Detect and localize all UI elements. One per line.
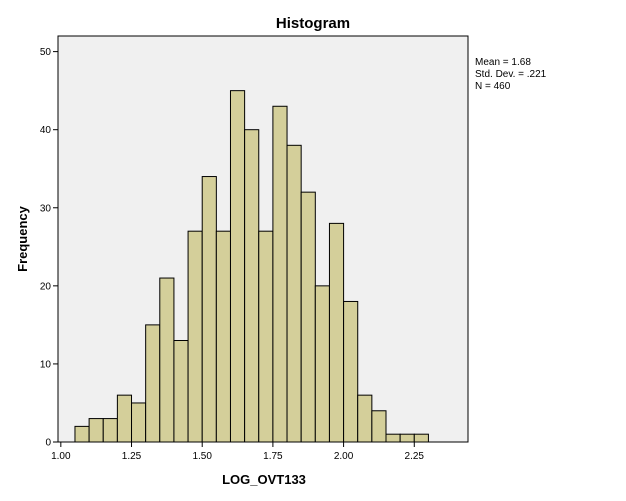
histogram-bar — [187, 230, 203, 443]
x-axis-title: LOG_OVT133 — [222, 472, 306, 487]
histogram-bar — [343, 300, 359, 443]
x-tick-label: 2.00 — [334, 451, 354, 462]
histogram-bar — [102, 418, 118, 443]
bars-group — [74, 90, 429, 443]
histogram-bar — [314, 285, 330, 443]
histogram-bar — [88, 418, 104, 443]
x-tick-label: 1.00 — [51, 451, 71, 462]
y-tick-label: 40 — [40, 125, 52, 136]
histogram-bar — [286, 144, 302, 443]
y-axis: 0 10 20 30 40 50 — [40, 47, 58, 449]
histogram-bar — [371, 410, 387, 443]
y-tick-label: 20 — [40, 281, 52, 292]
chart-title: Histogram — [276, 15, 350, 32]
histogram-bar — [413, 433, 429, 443]
x-axis: 1.00 1.25 1.50 1.75 2.00 2.25 — [51, 442, 424, 462]
y-tick-label: 50 — [40, 47, 52, 58]
histogram-bar — [357, 394, 373, 443]
x-tick-label: 2.25 — [405, 451, 425, 462]
stat-std-dev: Std. Dev. = .221 — [475, 69, 547, 80]
y-axis-title: Frequency — [15, 205, 30, 272]
histogram-bar — [399, 433, 415, 443]
histogram-bar — [116, 394, 133, 443]
stat-mean: Mean = 1.68 — [475, 57, 531, 68]
histogram-bar — [215, 230, 231, 443]
histogram-bar — [74, 425, 90, 443]
histogram-bar — [272, 105, 288, 443]
histogram-bar — [385, 433, 401, 443]
histogram-bar — [173, 340, 189, 443]
y-tick-label: 0 — [45, 438, 51, 449]
histogram-bar — [328, 222, 345, 443]
histogram-bar — [258, 230, 274, 443]
x-tick-label: 1.50 — [192, 451, 212, 462]
histogram-bar — [131, 402, 147, 443]
histogram-bar — [159, 277, 175, 443]
histogram-bar — [201, 176, 217, 443]
stats-box: Mean = 1.68 Std. Dev. = .221 N = 460 — [475, 57, 547, 92]
stat-n: N = 460 — [475, 81, 511, 92]
histogram-bar — [300, 191, 316, 443]
y-tick-label: 30 — [40, 203, 52, 214]
histogram-bar — [244, 129, 260, 443]
x-tick-label: 1.25 — [122, 451, 142, 462]
histogram-bar — [145, 324, 161, 443]
y-tick-label: 10 — [40, 359, 52, 370]
histogram-bar — [229, 90, 246, 443]
x-tick-label: 1.75 — [263, 451, 283, 462]
